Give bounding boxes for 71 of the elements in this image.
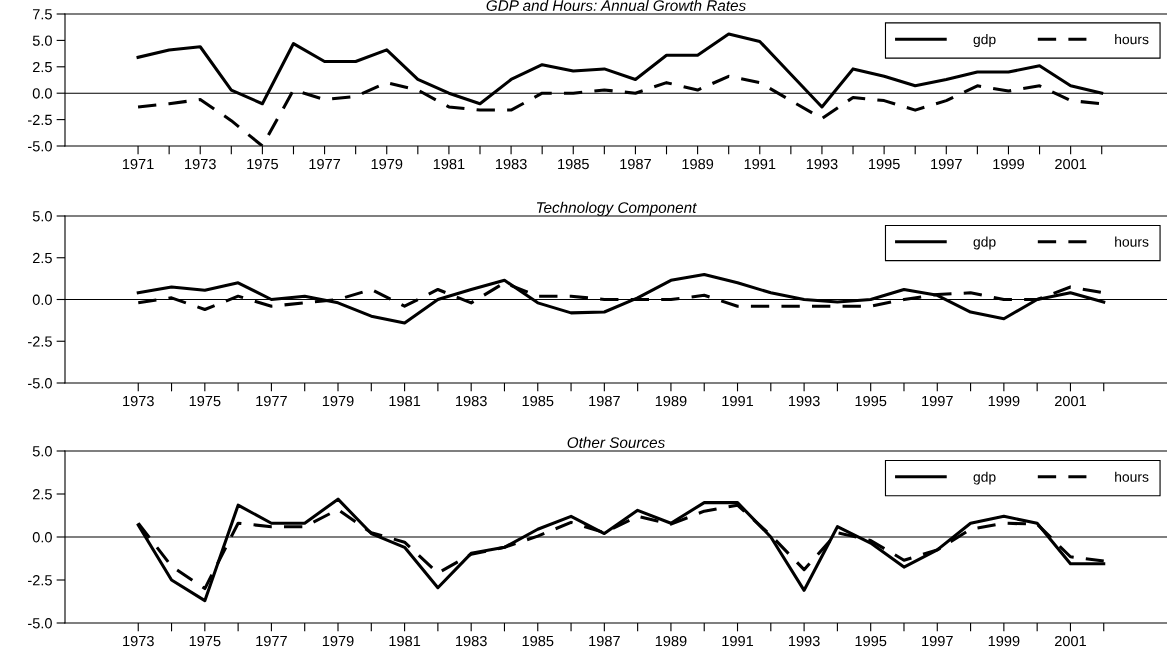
x-tick-label: 1971 [122,158,154,170]
x-tick-label: 1985 [522,635,554,647]
x-tick-label: 1979 [322,635,354,647]
x-tick-label: 1993 [789,395,820,407]
x-tick-label: 1977 [256,395,287,407]
y-tick-label: 2.5 [32,489,52,500]
x-tick-label: 2001 [1054,635,1086,647]
y-tick-label: 2.5 [32,252,52,264]
y-tick-label: 2.5 [32,61,52,73]
x-tick-label: 1987 [620,158,651,170]
x-tick-label: 1999 [988,635,1020,647]
y-tick-label: 0.0 [32,294,52,305]
x-tick-label: 1981 [389,395,421,407]
x-tick-label: 1973 [123,395,154,407]
chart-title: Other Sources [567,436,665,448]
x-tick-label: 1999 [993,158,1024,170]
legend-label: gdp [973,34,996,47]
y-tick-label: -2.5 [28,336,52,347]
x-tick-label: 1995 [869,158,900,170]
x-tick-label: 1975 [247,158,279,170]
x-tick-label: 1983 [495,158,527,170]
legend-label: hours [1115,34,1149,45]
x-tick-label: 1987 [589,395,620,407]
x-tick-label: 1981 [433,158,465,170]
x-tick-label: 1995 [855,635,887,647]
x-tick-label: 1985 [558,158,589,170]
legend-label: gdp [973,471,996,485]
y-tick-label: 5.0 [32,35,52,46]
x-tick-label: 1975 [189,395,221,407]
x-tick-label: 2001 [1054,395,1086,407]
y-tick-label: -2.5 [28,575,52,586]
y-tick-label: -2.5 [28,114,52,126]
x-tick-label: 1991 [722,395,754,407]
y-tick-label: 5.0 [32,211,52,222]
x-tick-label: 2001 [1055,158,1087,170]
x-tick-label: 1981 [389,635,421,647]
x-tick-label: 1993 [789,635,820,647]
legend-label: gdp [973,236,996,250]
x-tick-label: 1989 [682,158,714,170]
x-tick-label: 1997 [931,158,962,170]
x-tick-label: 1975 [189,635,221,647]
y-tick-label: 0.0 [32,532,52,543]
legend-label: hours [1115,471,1149,482]
chart-title: Technology Component [536,201,697,216]
legend-label: hours [1115,236,1149,247]
chart-title: GDP and Hours: Annual Growth Rates [486,0,746,11]
x-tick-label: 1977 [309,158,341,170]
x-tick-label: 1989 [655,635,687,647]
x-tick-label: 1989 [655,395,687,407]
x-tick-label: 1985 [522,395,554,407]
x-tick-label: 1973 [185,158,216,170]
y-tick-label: 7.5 [32,9,52,20]
x-tick-label: 1983 [456,635,487,647]
x-tick-label: 1995 [855,395,887,407]
x-tick-label: 1997 [922,395,953,407]
y-tick-label: -5.0 [28,378,52,389]
x-tick-label: 1987 [589,635,620,647]
x-tick-label: 1997 [922,635,953,647]
x-tick-label: 1979 [371,158,403,170]
x-tick-label: 1991 [722,635,754,647]
y-tick-label: 0.0 [32,88,52,99]
x-tick-label: 1979 [322,395,354,407]
x-tick-label: 1999 [988,395,1020,407]
x-tick-label: 1977 [256,635,287,647]
x-tick-label: 1973 [123,635,154,647]
y-tick-label: -5.0 [28,141,52,152]
x-tick-label: 1993 [806,158,838,170]
y-tick-label: 5.0 [32,446,52,457]
x-tick-label: 1991 [744,158,776,170]
x-tick-label: 1983 [456,395,487,407]
y-tick-label: -5.0 [28,618,52,629]
